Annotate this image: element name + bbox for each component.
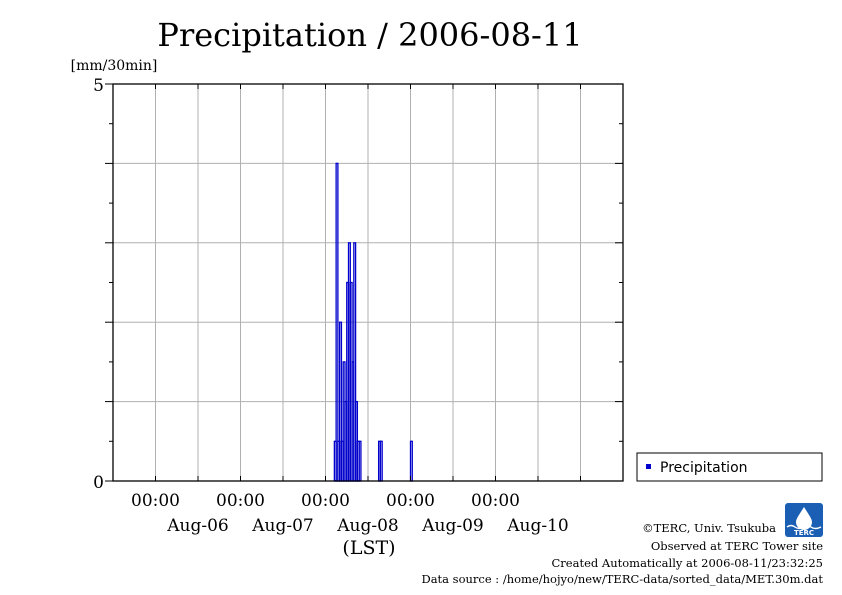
chart-title: Precipitation / 2006-08-11 — [157, 16, 582, 54]
x-tick-time-label: 00:00 — [301, 491, 350, 511]
logo-text: TERC — [794, 529, 814, 537]
x-axis-label: (LST) — [342, 537, 395, 559]
precipitation-bar — [379, 440, 383, 482]
axis-ticks — [105, 83, 623, 482]
grid-lines — [113, 84, 623, 481]
x-tick-time-label: 00:00 — [216, 491, 265, 511]
legend-box — [636, 452, 823, 482]
x-tick-time-label: 00:00 — [471, 491, 520, 511]
x-tick-date-label: Aug-07 — [251, 516, 313, 536]
y-tick-label-max: 5 — [93, 76, 104, 96]
precipitation-bar — [409, 440, 413, 482]
x-tick-labels: 00:00 00:00 00:00 00:00 00:00 Aug-06 Aug-07 Aug… — [131, 491, 569, 536]
legend-label: Precipitation — [660, 460, 748, 476]
wave-icon — [786, 524, 822, 530]
created-time-text: Created Automatically at 2006-08-11/23:3… — [552, 556, 824, 570]
y-tick-label-zero: 0 — [93, 473, 104, 493]
water-drop-icon — [796, 507, 812, 530]
x-tick-date-label: Aug-09 — [421, 516, 483, 536]
data-source-text: Data source : /home/hojyo/new/TERC-data/… — [421, 572, 823, 586]
observed-site-text: Observed at TERC Tower site — [651, 539, 823, 553]
terc-logo: TERC — [785, 503, 823, 537]
x-tick-time-label: 00:00 — [131, 491, 180, 511]
y-axis-unit-label: [mm/30min] — [71, 58, 158, 74]
x-tick-date-label: Aug-06 — [166, 516, 228, 536]
legend-swatch — [646, 464, 651, 469]
precipitation-bar — [358, 440, 362, 482]
copyright-text: ©TERC, Univ. Tsukuba — [642, 521, 776, 535]
x-tick-date-label: Aug-08 — [336, 516, 398, 536]
legend: Precipitation — [636, 452, 823, 482]
x-tick-date-label: Aug-10 — [506, 516, 568, 536]
x-tick-time-label: 00:00 — [386, 491, 435, 511]
